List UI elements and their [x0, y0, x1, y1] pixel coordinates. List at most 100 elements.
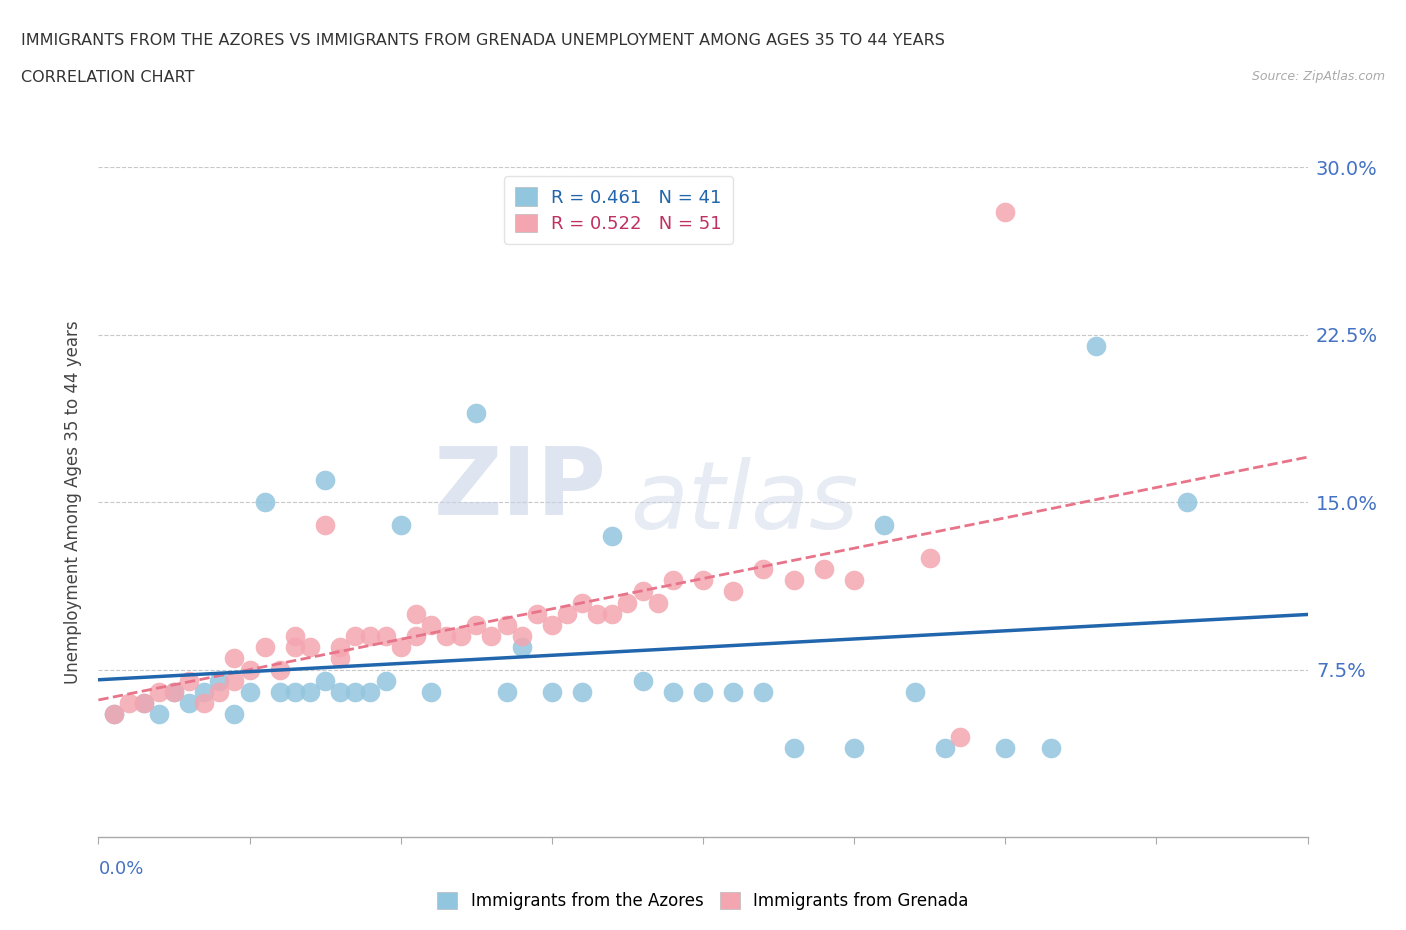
Point: [329, 651, 352, 666]
Point: [904, 684, 927, 699]
Point: [299, 640, 322, 655]
Text: atlas: atlas: [630, 457, 859, 548]
Point: [844, 740, 866, 755]
Point: [179, 696, 201, 711]
Point: [526, 606, 548, 621]
Point: [495, 618, 517, 632]
Point: [360, 684, 382, 699]
Point: [1085, 339, 1108, 353]
Point: [132, 696, 155, 711]
Point: [389, 517, 412, 532]
Point: [284, 629, 307, 644]
Point: [389, 640, 412, 655]
Point: [465, 618, 488, 632]
Point: [510, 629, 533, 644]
Point: [541, 684, 564, 699]
Point: [360, 629, 382, 644]
Point: [329, 640, 352, 655]
Point: [193, 696, 215, 711]
Point: [813, 562, 835, 577]
Point: [949, 729, 972, 744]
Point: [269, 662, 291, 677]
Point: [602, 528, 624, 543]
Point: [314, 517, 336, 532]
Legend: Immigrants from the Azores, Immigrants from Grenada: Immigrants from the Azores, Immigrants f…: [430, 885, 976, 917]
Legend: R = 0.461   N = 41, R = 0.522   N = 51: R = 0.461 N = 41, R = 0.522 N = 51: [505, 177, 733, 244]
Point: [163, 684, 186, 699]
Point: [647, 595, 669, 610]
Point: [723, 684, 745, 699]
Point: [662, 684, 685, 699]
Point: [269, 684, 291, 699]
Point: [118, 696, 141, 711]
Point: [692, 684, 714, 699]
Point: [420, 618, 443, 632]
Point: [631, 673, 654, 688]
Point: [179, 673, 201, 688]
Point: [571, 595, 593, 610]
Point: [224, 673, 246, 688]
Point: [224, 651, 246, 666]
Point: [103, 707, 125, 722]
Point: [148, 707, 170, 722]
Point: [450, 629, 472, 644]
Point: [253, 640, 276, 655]
Point: [329, 684, 352, 699]
Text: 0.0%: 0.0%: [98, 860, 143, 879]
Point: [314, 673, 336, 688]
Point: [405, 606, 427, 621]
Point: [994, 205, 1017, 219]
Point: [314, 472, 336, 487]
Point: [239, 662, 262, 677]
Point: [1039, 740, 1062, 755]
Point: [918, 551, 941, 565]
Point: [873, 517, 896, 532]
Point: [344, 629, 367, 644]
Point: [616, 595, 638, 610]
Y-axis label: Unemployment Among Ages 35 to 44 years: Unemployment Among Ages 35 to 44 years: [65, 321, 83, 684]
Point: [163, 684, 186, 699]
Point: [284, 684, 307, 699]
Point: [253, 495, 276, 510]
Point: [631, 584, 654, 599]
Point: [692, 573, 714, 588]
Point: [132, 696, 155, 711]
Point: [994, 740, 1017, 755]
Point: [541, 618, 564, 632]
Point: [844, 573, 866, 588]
Text: IMMIGRANTS FROM THE AZORES VS IMMIGRANTS FROM GRENADA UNEMPLOYMENT AMONG AGES 35: IMMIGRANTS FROM THE AZORES VS IMMIGRANTS…: [21, 33, 945, 47]
Point: [586, 606, 609, 621]
Point: [752, 684, 775, 699]
Point: [224, 707, 246, 722]
Point: [510, 640, 533, 655]
Point: [1175, 495, 1198, 510]
Point: [783, 740, 806, 755]
Point: [723, 584, 745, 599]
Point: [374, 673, 396, 688]
Point: [208, 684, 231, 699]
Point: [495, 684, 517, 699]
Point: [662, 573, 685, 588]
Point: [208, 673, 231, 688]
Point: [193, 684, 215, 699]
Text: Source: ZipAtlas.com: Source: ZipAtlas.com: [1251, 70, 1385, 83]
Point: [148, 684, 170, 699]
Point: [465, 405, 488, 420]
Point: [602, 606, 624, 621]
Point: [752, 562, 775, 577]
Point: [434, 629, 457, 644]
Point: [571, 684, 593, 699]
Point: [481, 629, 503, 644]
Point: [344, 684, 367, 699]
Point: [405, 629, 427, 644]
Point: [103, 707, 125, 722]
Point: [239, 684, 262, 699]
Point: [420, 684, 443, 699]
Point: [284, 640, 307, 655]
Text: CORRELATION CHART: CORRELATION CHART: [21, 70, 194, 85]
Point: [934, 740, 956, 755]
Point: [374, 629, 396, 644]
Text: ZIP: ZIP: [433, 443, 606, 535]
Point: [299, 684, 322, 699]
Point: [555, 606, 578, 621]
